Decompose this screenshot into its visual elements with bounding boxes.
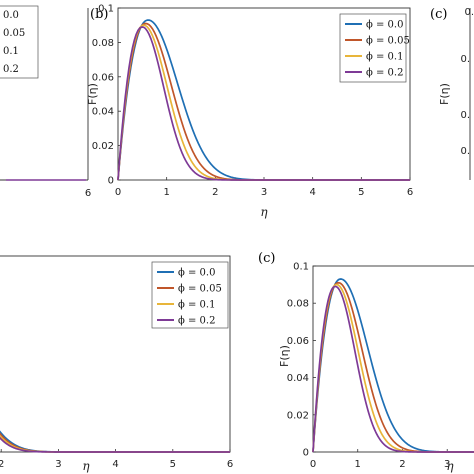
series-line-0 [0,430,230,453]
panel-c-top-ytick-1: 0. [460,110,470,121]
xtick-label: 3 [444,459,450,470]
legend-entry-0: ϕ = 0.0 [178,268,215,279]
panel-c-bottom: (c) 0 0.02 0.04 0.06 0.08 0.1 0 1 2 3 F(η) η [258,251,474,473]
ytick-label: 0 [303,448,309,459]
xtick-label: 4 [112,459,118,470]
panel-c-bottom-xlabel: η [446,459,454,473]
panel-b-label: (b) [90,7,108,22]
ytick-label: 0.1 [98,4,114,15]
ytick-label: 0.08 [287,299,309,310]
panel-a-legend-3: 0.2 [3,64,19,75]
panel-a-xtick-6: 6 [85,188,91,199]
xtick-label: 0 [310,459,316,470]
ytick-label: 0.1 [293,262,309,273]
ytick-label: 0.04 [92,107,114,118]
xtick-label: 2 [0,459,4,470]
ytick-label: 0.04 [287,373,309,384]
panel-c-top-ytick-0: 0. [460,54,470,65]
panel-d-legend: ϕ = 0.0 ϕ = 0.05 ϕ = 0.1 ϕ = 0.2 [151,261,229,329]
legend-entry-3: ϕ = 0.2 [366,68,403,79]
panel-c-fragment: (c) F(η) 0. 0. 0. 0. [430,7,474,180]
legend-entry-2: ϕ = 0.1 [178,300,215,311]
panel-c-bottom-frame [312,265,474,453]
legend-box [339,13,407,83]
series-line-3 [0,436,230,453]
legend-entry-3: ϕ = 0.2 [178,316,215,327]
ytick-label: 0.06 [92,72,114,83]
xtick-label: 6 [407,187,413,198]
series-line-1 [0,432,230,453]
xtick-label: 3 [55,459,61,470]
xtick-label: 1 [355,459,361,470]
xtick-label: 5 [358,187,364,198]
panel-d-fragment: 2 3 4 5 6 η ϕ = 0.0 ϕ = 0.05 ϕ = 0.1 ϕ = 0.2 [0,255,233,473]
panel-b-ylabel: F(η) [86,83,99,105]
panel-c-bottom-yticks: 0 0.02 0.04 0.06 0.08 0.1 [287,262,316,459]
ytick-label: 0.08 [92,38,114,49]
panel-a-fragment: 0.0 0.05 0.1 0.2 6 [0,5,91,199]
panel-b-legend: ϕ = 0.0 ϕ = 0.05 ϕ = 0.1 ϕ = 0.2 [339,13,410,83]
xtick-label: 5 [170,459,176,470]
panel-c-bottom-label: (c) [258,251,275,266]
series-line-3 [117,26,410,181]
panel-a-legend-2: 0.1 [3,46,19,57]
panel-d-xlabel: η [82,459,90,473]
series-line-0 [312,278,474,453]
panel-c-top-ytick-2: 0. [460,146,470,157]
panel-c-top-label: (c) [430,7,447,22]
legend-entry-2: ϕ = 0.1 [366,52,403,63]
xtick-label: 2 [399,459,405,470]
xtick-label: 1 [163,187,169,198]
panel-a-legend-0: 0.0 [3,10,19,21]
panel-a-legend-1: 0.05 [3,28,25,39]
xtick-label: 4 [309,187,315,198]
xtick-label: 0 [115,187,121,198]
ytick-label: 0 [108,176,114,187]
panel-c-top-ylabel: F(η) [438,83,451,105]
xtick-label: 3 [261,187,267,198]
panel-b-xlabel: η [260,205,268,219]
series-line-3 [312,285,474,453]
ytick-label: 0.06 [287,336,309,347]
legend-entry-1: ϕ = 0.05 [178,284,222,295]
ytick-label: 0.02 [92,141,114,152]
legend-entry-0: ϕ = 0.0 [366,20,403,31]
panel-c-top-legend-fragment: 0. [464,7,474,18]
panel-c-bottom-curves [312,278,474,453]
panel-d-curves [0,430,230,453]
panel-c-bottom-ylabel: F(η) [278,345,291,367]
series-line-2 [0,434,230,453]
panel-a-legend-box [0,5,39,79]
legend-entry-1: ϕ = 0.05 [366,36,410,47]
xtick-label: 6 [227,459,233,470]
xtick-label: 2 [212,187,218,198]
ytick-label: 0.02 [287,410,309,421]
panel-b-curves [117,19,410,181]
